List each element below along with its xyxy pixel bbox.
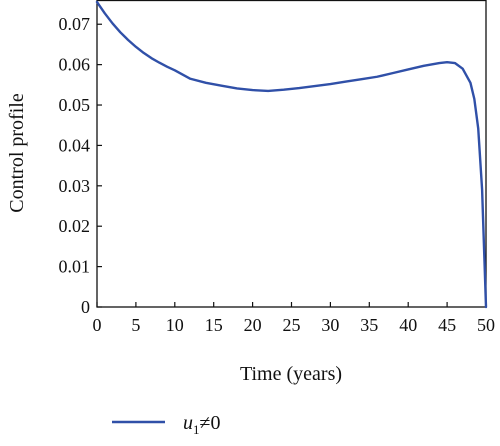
x-tick-label: 50	[477, 315, 495, 335]
x-tick-label: 10	[166, 315, 184, 335]
y-tick-label: 0.07	[59, 14, 91, 34]
x-axis-ticks: 0 5 10 15 20 25 30 35 40 45 50	[93, 302, 495, 335]
series-layer	[95, 0, 488, 309]
x-tick-label: 40	[399, 315, 417, 335]
y-tick-label: 0.04	[59, 135, 91, 155]
x-axis-title: Time (years)	[240, 363, 342, 385]
y-tick-label: 0.02	[59, 216, 91, 236]
x-tick-label: 35	[360, 315, 378, 335]
x-tick-label: 25	[283, 315, 301, 335]
plot-border	[96, 0, 487, 308]
y-tick-label: 0	[81, 297, 90, 317]
y-axis-title: Control profile	[6, 93, 28, 213]
y-tick-label: 0.01	[59, 257, 91, 277]
y-tick-label: 0.03	[59, 176, 91, 196]
x-tick-label: 15	[205, 315, 223, 335]
series-line	[95, 0, 488, 309]
x-tick-label: 20	[244, 315, 262, 335]
x-tick-label: 45	[438, 315, 456, 335]
y-axis-ticks: 0 0.01 0.02 0.03 0.04 0.05 0.06 0.07	[59, 14, 102, 317]
x-tick-label: 0	[93, 315, 102, 335]
x-tick-label: 30	[321, 315, 339, 335]
y-tick-label: 0.06	[59, 55, 91, 75]
x-tick-label: 5	[131, 315, 140, 335]
plot-frame	[96, 0, 487, 308]
y-tick-label: 0.05	[59, 95, 91, 115]
legend: u1≠0	[112, 412, 220, 437]
legend-label: u1≠0	[183, 412, 220, 437]
